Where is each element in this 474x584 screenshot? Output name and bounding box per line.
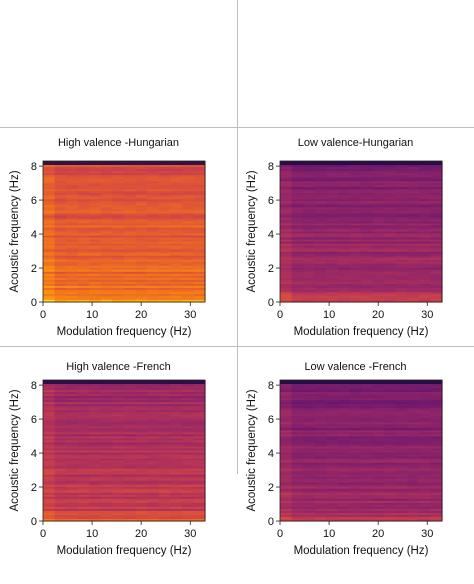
spectrogram-low-valence-hungarian: 0 2 4 6 8 0 10 20 30 Modulation frequency (Hz) Aco… [237, 128, 474, 365]
y-tick-label: 6 [31, 195, 37, 207]
x-tick-label: 20 [135, 309, 147, 321]
y-tick-label: 4 [268, 229, 274, 241]
top-dark-band [43, 161, 205, 165]
y-tick-label: 0 [31, 297, 37, 309]
x-tick-label: 10 [86, 309, 98, 321]
x-axis-label: Modulation frequency (Hz) [294, 326, 429, 338]
heatmap-cells [280, 161, 443, 303]
x-axis-label: Modulation frequency (Hz) [57, 326, 192, 338]
y-axis-label: Acoustic frequency (Hz) [9, 170, 21, 292]
y-tick-label: 6 [268, 195, 274, 207]
x-tick-label: 20 [372, 309, 384, 321]
y-tick-label: 8 [31, 161, 37, 173]
x-tick-label: 0 [277, 309, 283, 321]
heatmap-cells [43, 380, 206, 522]
y-tick-label: 4 [31, 229, 37, 241]
top-dark-band [280, 161, 442, 165]
y-tick-label: 2 [268, 263, 274, 275]
x-tick-label: 10 [323, 309, 335, 321]
spectrogram-high-valence-hungarian: 0 2 4 6 8 0 10 20 30 Modulation frequency (Hz) Aco… [0, 128, 237, 365]
heatmap-cells [43, 161, 206, 303]
y-tick-label: 8 [268, 161, 274, 173]
x-tick-label: 0 [40, 309, 46, 321]
y-tick-label: 0 [268, 297, 274, 309]
y-axis-label: Acoustic frequency (Hz) [246, 170, 258, 292]
y-tick-label: 2 [31, 263, 37, 275]
x-tick-label: 30 [184, 309, 196, 321]
x-tick-label: 30 [421, 309, 433, 321]
